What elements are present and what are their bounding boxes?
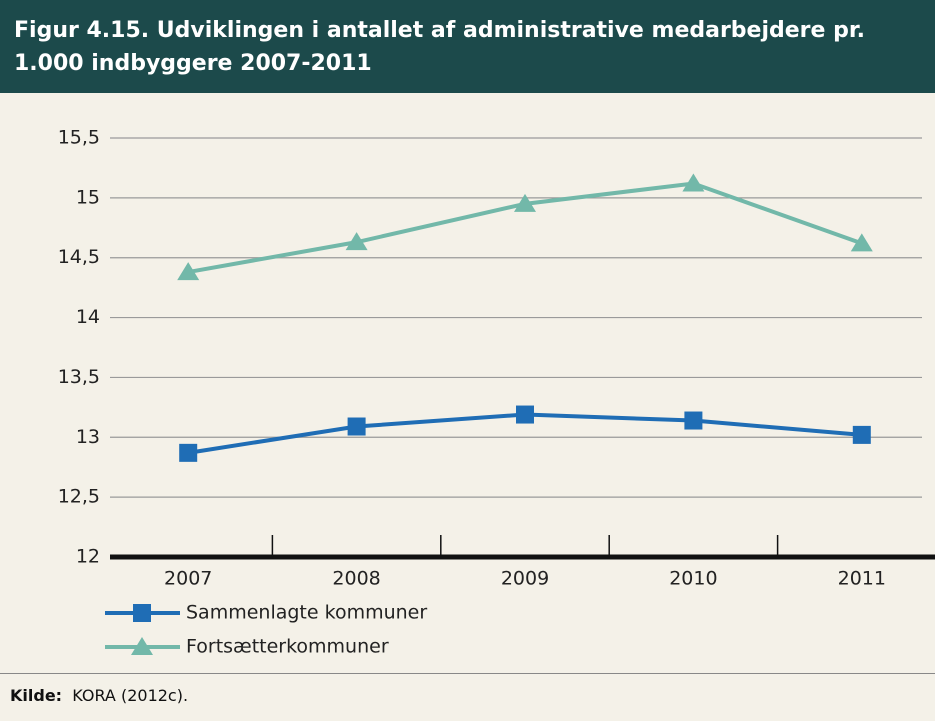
marker — [852, 425, 871, 444]
source-label: Kilde: — [10, 686, 63, 705]
y-tick-label: 13,5 — [58, 366, 100, 388]
footer: Kilde: KORA (2012c). — [0, 673, 935, 721]
y-tick-label: 12 — [76, 546, 100, 568]
legend-marker — [131, 637, 153, 655]
y-tick-label: 14 — [76, 306, 100, 328]
marker — [682, 173, 705, 192]
marker — [345, 232, 368, 251]
marker — [177, 262, 200, 281]
marker — [347, 417, 366, 436]
x-tick-label: 2007 — [164, 568, 212, 590]
legend-label: Fortsætterkommuner — [186, 636, 389, 658]
marker — [179, 443, 198, 462]
marker — [684, 411, 703, 430]
legend-label: Sammenlagte kommuner — [186, 602, 427, 624]
x-tick-label: 2009 — [501, 568, 549, 590]
marker — [850, 233, 873, 252]
y-tick-label: 15 — [76, 186, 100, 208]
marker — [516, 405, 534, 424]
x-tick-label: 2008 — [332, 568, 380, 590]
legend-marker — [133, 604, 151, 622]
chart: 12 12,5 13 13,5 14 14,5 15 15,5 2007 2008 2009 2010… — [58, 127, 935, 658]
chart-title: Figur 4.15. Udviklingen i antallet af ad… — [0, 0, 935, 93]
source: KORA (2012c). — [72, 686, 189, 705]
y-tick-label: 13 — [76, 426, 100, 448]
x-tick-label: 2011 — [838, 568, 886, 590]
y-tick-label: 15,5 — [58, 127, 100, 149]
y-tick-label: 14,5 — [58, 246, 100, 268]
marker — [514, 193, 536, 212]
x-tick-label: 2010 — [669, 568, 717, 590]
y-tick-label: 12,5 — [58, 486, 100, 508]
